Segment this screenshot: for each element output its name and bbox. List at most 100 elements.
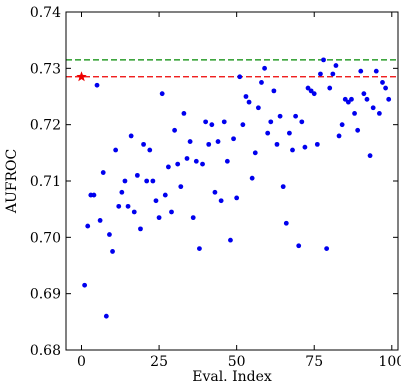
data-point bbox=[169, 209, 174, 215]
data-point bbox=[327, 85, 333, 91]
data-point bbox=[305, 85, 311, 91]
data-point bbox=[240, 122, 246, 128]
data-point bbox=[197, 246, 202, 252]
data-point bbox=[212, 189, 218, 195]
data-point bbox=[181, 111, 187, 116]
data-point bbox=[116, 203, 122, 209]
data-point bbox=[383, 85, 388, 91]
data-point bbox=[203, 119, 209, 125]
star-markers bbox=[76, 71, 87, 82]
data-point bbox=[252, 150, 258, 156]
data-point bbox=[249, 175, 255, 181]
y-tick-label: 0.68 bbox=[30, 343, 61, 359]
data-point bbox=[165, 164, 171, 170]
x-tick-labels: 0 25 50 75 100 bbox=[77, 354, 401, 370]
data-point bbox=[355, 127, 361, 133]
x-axis-title: Eval. Index bbox=[192, 369, 272, 385]
reference-lines bbox=[66, 59, 398, 78]
tick-marks bbox=[66, 11, 398, 351]
data-point bbox=[91, 192, 97, 198]
data-point bbox=[218, 198, 224, 204]
data-point bbox=[237, 74, 243, 80]
x-tick-label: 75 bbox=[305, 354, 323, 370]
data-point bbox=[370, 105, 376, 111]
data-point bbox=[159, 91, 165, 97]
y-tick-labels: 0.68 0.69 0.70 0.71 0.72 0.73 0.74 bbox=[30, 5, 61, 359]
data-point bbox=[156, 215, 162, 221]
data-point bbox=[259, 80, 264, 85]
data-point bbox=[324, 246, 330, 252]
data-point bbox=[193, 158, 199, 164]
data-point bbox=[119, 189, 125, 195]
data-point bbox=[97, 218, 103, 223]
data-point bbox=[110, 249, 115, 254]
scatter-points bbox=[82, 57, 392, 319]
data-point bbox=[345, 99, 351, 105]
x-tick-label: 50 bbox=[228, 354, 246, 370]
x-tick-label: 25 bbox=[150, 354, 168, 370]
y-tick-label: 0.70 bbox=[30, 230, 61, 246]
data-point bbox=[274, 141, 280, 147]
data-point bbox=[336, 133, 342, 139]
x-tick-label: 0 bbox=[77, 354, 86, 370]
data-point bbox=[107, 232, 112, 237]
data-point bbox=[243, 94, 249, 99]
data-point bbox=[221, 119, 227, 125]
y-tick-label: 0.69 bbox=[30, 287, 61, 303]
data-point bbox=[302, 144, 308, 150]
data-point bbox=[255, 105, 261, 111]
y-tick-label: 0.74 bbox=[30, 5, 61, 21]
data-point bbox=[277, 113, 283, 119]
data-point bbox=[131, 209, 137, 215]
data-point bbox=[209, 122, 215, 128]
data-point bbox=[293, 113, 299, 119]
data-point bbox=[147, 147, 153, 153]
data-point bbox=[314, 141, 320, 147]
data-point bbox=[200, 161, 205, 167]
data-point bbox=[321, 57, 326, 63]
data-point bbox=[162, 192, 168, 198]
x-tick-label: 100 bbox=[378, 354, 401, 370]
data-point bbox=[122, 178, 128, 184]
star-marker bbox=[76, 71, 87, 82]
data-point bbox=[380, 80, 385, 85]
data-point bbox=[318, 71, 323, 77]
data-point bbox=[333, 63, 339, 68]
data-point bbox=[100, 170, 106, 175]
data-point bbox=[190, 215, 196, 221]
y-axis-title: AUFROC bbox=[4, 149, 20, 214]
data-point bbox=[352, 111, 357, 116]
data-point bbox=[342, 96, 348, 102]
data-point bbox=[386, 96, 392, 102]
data-point bbox=[178, 184, 184, 190]
data-point bbox=[299, 119, 305, 125]
data-point bbox=[271, 88, 277, 94]
data-point bbox=[268, 119, 274, 125]
data-point bbox=[128, 133, 134, 139]
data-point bbox=[296, 243, 302, 249]
data-point bbox=[265, 130, 271, 136]
y-tick-label: 0.72 bbox=[30, 118, 61, 134]
y-tick-label: 0.71 bbox=[30, 174, 61, 190]
data-point bbox=[330, 71, 336, 77]
data-point bbox=[113, 147, 119, 153]
data-point bbox=[224, 158, 230, 164]
data-point bbox=[349, 96, 354, 102]
data-point bbox=[82, 282, 88, 288]
data-point bbox=[150, 178, 156, 184]
data-point bbox=[141, 141, 146, 147]
data-point bbox=[138, 226, 143, 232]
data-point bbox=[85, 223, 91, 229]
data-point bbox=[308, 88, 314, 94]
y-tick-label: 0.73 bbox=[30, 61, 61, 77]
data-point bbox=[339, 122, 345, 128]
data-point bbox=[125, 203, 131, 209]
data-point bbox=[311, 91, 317, 97]
data-point bbox=[234, 195, 240, 201]
data-point bbox=[373, 68, 379, 74]
data-point bbox=[172, 127, 177, 133]
data-point bbox=[144, 178, 150, 184]
data-point bbox=[361, 91, 367, 97]
data-point bbox=[262, 65, 267, 71]
